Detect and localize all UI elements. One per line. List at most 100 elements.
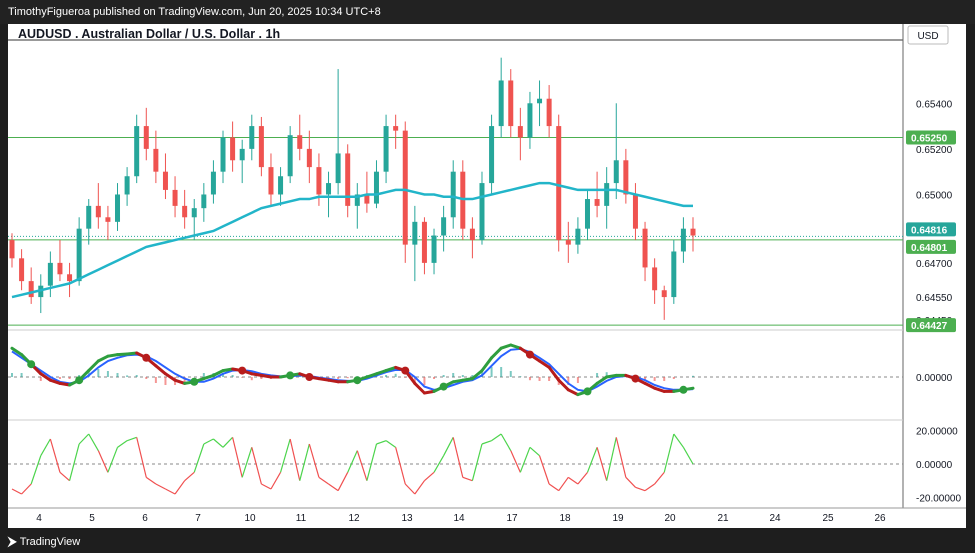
candle-body (220, 137, 226, 172)
momentum-segment (11, 488, 22, 495)
momentum-segment (586, 447, 598, 473)
momentum-segment (165, 488, 176, 495)
time-tick-label: 14 (453, 513, 465, 524)
oscillator-fast-segment (653, 386, 666, 393)
time-tick-label: 26 (874, 513, 886, 524)
momentum-segment (184, 471, 195, 482)
candle-body (469, 228, 475, 241)
oscillator-tick-label: 0.00000 (916, 373, 953, 384)
chart-area[interactable]: AUDUSD . Australian Dollar / U.S. Dollar… (8, 24, 966, 528)
oscillator-fast-segment (327, 378, 340, 384)
momentum-tick-label: -20.00000 (916, 493, 961, 504)
oscillator-fast-segment (547, 365, 561, 382)
candles (9, 57, 696, 320)
candle-body (402, 130, 408, 245)
currency-badge[interactable] (907, 25, 949, 45)
momentum-segment (21, 483, 32, 495)
momentum-segment (615, 437, 627, 478)
candle-body (153, 148, 159, 172)
candle-body (489, 126, 495, 184)
momentum-segment (462, 476, 473, 482)
oscillator-fast-segment (470, 369, 484, 381)
oscillator-fast-segment (96, 354, 110, 363)
momentum-segment (519, 447, 531, 473)
time-tick-label: 6 (142, 513, 148, 524)
momentum-segment (68, 443, 80, 481)
candle-body (441, 217, 447, 236)
oscillator-fast-segment (480, 356, 494, 373)
time-tick-label: 10 (244, 513, 256, 524)
publisher-banner: TimothyFigueroa published on TradingView… (0, 0, 975, 24)
candle-body (393, 126, 399, 131)
oscillator-fast-segment (413, 381, 426, 395)
momentum-segment (347, 450, 358, 473)
momentum-segment (155, 483, 166, 490)
momentum-segment (279, 438, 291, 473)
candle-body (383, 126, 389, 172)
momentum-segment (433, 455, 445, 473)
candle-body (115, 194, 121, 222)
candle-body (642, 228, 648, 268)
momentum-segment (88, 433, 99, 451)
oscillator-fast-segment (490, 346, 503, 360)
horizontal-levels (8, 136, 903, 326)
momentum-segment (481, 440, 492, 445)
momentum-segment (30, 455, 42, 485)
candle-body (623, 160, 629, 195)
time-tick-label: 4 (36, 513, 42, 524)
oscillator-fast-segment (211, 369, 225, 377)
oscillator-fast-segment (87, 359, 100, 373)
oscillator-fast-segment (643, 381, 657, 390)
candle-body (556, 126, 562, 241)
momentum-segment (567, 476, 579, 485)
time-tick-label: 19 (612, 513, 624, 524)
momentum-segment (663, 433, 675, 473)
time-tick-label: 11 (296, 513, 307, 524)
oscillator-fast-segment (10, 346, 24, 357)
candle-body (575, 228, 581, 245)
price-tick-label: 0.65200 (916, 145, 953, 156)
oscillator-fast-segment (250, 372, 263, 377)
tradingview-logo[interactable]: ⮞ TradingView (8, 534, 80, 549)
momentum-segment (299, 443, 310, 481)
candle-body (191, 208, 197, 218)
momentum-segment (174, 480, 186, 495)
candle-body (278, 176, 284, 195)
momentum-segment (78, 433, 90, 445)
momentum-segment (491, 433, 502, 442)
momentum-segment (500, 433, 512, 451)
candle-body (584, 199, 590, 229)
oscillator-cross-dot (679, 385, 688, 394)
candle-body (134, 126, 140, 177)
time-tick-label: 20 (664, 513, 676, 524)
momentum-segment (529, 446, 540, 457)
momentum-segment (40, 438, 51, 456)
oscillator-fast-segment (499, 343, 513, 350)
candle-body (95, 205, 101, 218)
momentum-segment (203, 438, 214, 445)
momentum-segment (395, 447, 406, 485)
candle-body (316, 167, 322, 195)
time-tick-label: 7 (195, 513, 201, 524)
candle-body (537, 98, 543, 104)
oscillator-fast-segment (48, 378, 62, 385)
candle-body (182, 205, 188, 218)
momentum-segment (59, 471, 70, 482)
candle-body (201, 194, 207, 209)
oscillator-cross-dot (439, 382, 448, 391)
candle-body (690, 228, 696, 236)
momentum-segment (193, 443, 205, 473)
momentum-tick-label: 0.00000 (916, 460, 953, 471)
momentum-segment (644, 483, 655, 492)
momentum-segment (558, 476, 569, 492)
momentum-segment (126, 436, 137, 442)
momentum-segment (366, 443, 378, 481)
momentum-segment (97, 450, 109, 473)
momentum-segment (107, 447, 119, 473)
footer-bar: ⮞ TradingView (0, 528, 975, 553)
oscillator-fast-segment (557, 378, 570, 392)
candle-body (326, 183, 332, 195)
oscillator-fast-segment (173, 378, 187, 385)
momentum-segment (318, 476, 329, 485)
candle-body (671, 251, 677, 298)
